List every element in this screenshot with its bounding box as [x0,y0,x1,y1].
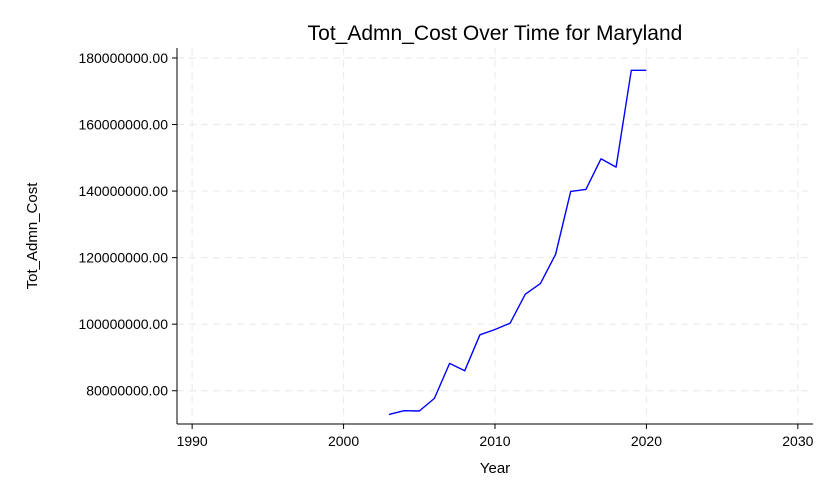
grid-layer [177,48,813,424]
x-axis-label: Year [480,460,510,477]
series-layer [388,69,647,416]
x-tick-label: 2020 [631,433,662,449]
y-tick-label: 160000000.00 [78,117,168,133]
y-axis-label: Tot_Admn_Cost [24,182,41,290]
x-tick-label: 2010 [479,433,510,449]
tick-layer: 80000000.00 100000000.00 120000000.00 14000… [78,50,813,449]
x-tick-label: 2000 [328,433,359,449]
y-tick-label: 180000000.00 [78,50,168,66]
chart-title: Tot_Admn_Cost Over Time for Maryland [308,22,683,45]
series-line [388,69,647,416]
y-tick-label: 100000000.00 [78,316,168,332]
y-tick-label: 80000000.00 [86,383,168,399]
x-tick-label: 2030 [782,433,813,449]
y-tick-label: 120000000.00 [78,250,168,266]
y-tick-label: 140000000.00 [78,183,168,199]
x-tick-label: 1990 [177,433,208,449]
